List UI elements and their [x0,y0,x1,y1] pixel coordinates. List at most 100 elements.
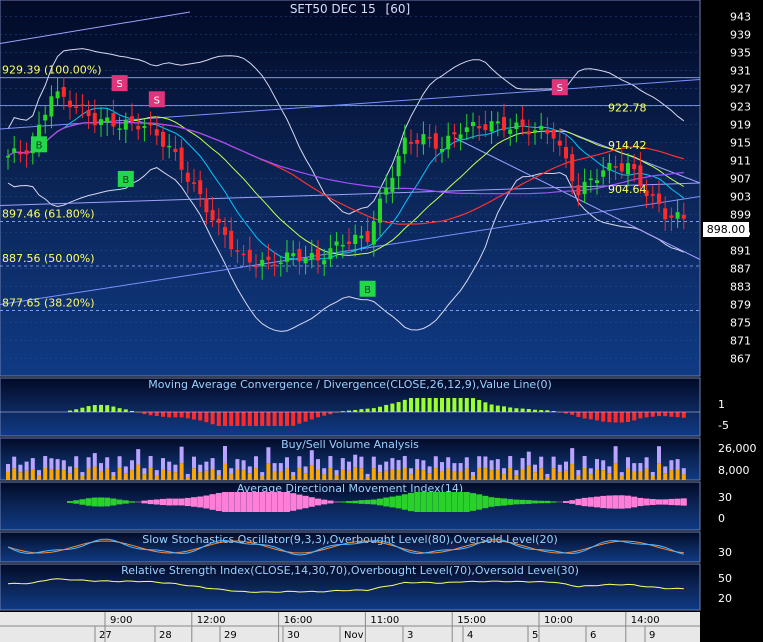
volume-bar-buy [173,464,178,473]
volume-bar-sell [86,468,91,480]
time-tick-label: 11:00 [370,615,399,626]
volume-bar-sell [235,469,240,480]
candle-body [483,124,488,131]
candle-body [582,181,587,195]
adx-band-pos [420,492,427,512]
volume-bar-sell [30,469,35,480]
date-tick-label: 5 [532,630,538,641]
candle-body [235,250,240,252]
volume-bar-sell [291,476,296,480]
candle-body [533,130,537,132]
adx-band-neg [625,495,631,509]
candle-body [173,148,178,153]
adx-band-neg [290,493,297,511]
volume-bar-sell [390,469,395,480]
candle-body [526,131,531,135]
volume-bar-buy [303,466,308,474]
adx-band-pos [98,497,104,507]
price-tick-label: 939 [730,29,751,42]
volume-bar-sell [241,470,246,480]
volume-bar-sell [440,471,444,480]
volume-bar-buy [316,459,320,470]
trendline-lower [0,196,701,305]
volume-bar-sell [136,464,141,480]
volume-bar-buy [68,466,72,474]
candle-body [198,180,203,195]
candle-body [247,249,252,263]
volume-bar-sell [167,470,172,480]
volume-bar-sell [328,468,333,480]
candle-body [396,155,401,177]
candle-body [595,180,599,183]
volume-bar-buy [241,460,246,471]
adx-band-pos [463,492,470,512]
price-tick-label: 899 [730,209,751,222]
volume-bar-sell [272,471,277,480]
signal-letter: S [116,79,122,90]
volume-bar-sell [247,473,252,480]
time-tick-label: 15:00 [457,615,486,626]
volume-bar-sell [675,469,680,480]
volume-bar-buy [154,470,159,476]
volume-bar-sell [353,467,358,480]
candle-body [266,256,271,260]
adx-band-pos [538,500,545,504]
volume-bar-buy [378,464,382,473]
price-tick-label: 935 [730,47,751,60]
volume-bar-buy [365,473,370,477]
volume-bar-buy [30,458,35,470]
price-annotation: 922.78 [608,101,647,114]
adx-band-pos [507,499,514,505]
date-tick-label: 30 [287,630,300,641]
price-tick-label: 919 [730,119,751,132]
date-tick-label: 4 [467,630,473,641]
volume-bar-sell [427,473,432,480]
volume-bar-sell [545,476,550,480]
time-tick-label: 16:00 [284,615,313,626]
volume-bar-buy [12,456,17,469]
volume-bar-sell [74,468,79,480]
volume-bar-buy [657,446,661,464]
volume-bar-sell [421,470,426,480]
volume-bar-buy [539,456,544,469]
volume-bar-buy [458,463,463,472]
adx-band-pos [358,500,365,504]
adx-band-pos [389,496,396,508]
volume-bar-sell [130,470,134,480]
candle-body [285,252,289,262]
candle-body [117,128,122,130]
volume-bar-sell [334,475,339,480]
volume-bar-buy [483,456,488,469]
volume-bar-buy [86,457,91,469]
stoch-title: Slow Stochastics Oscillator(9,3,3),Overb… [142,533,558,546]
adx-band-neg [581,497,588,507]
candle-body [148,123,153,126]
volume-bar-buy [502,468,506,475]
panel-bg [0,0,700,376]
adx-band-neg [563,501,569,503]
volume-bar-sell [266,463,271,480]
adx-band-pos [383,497,390,507]
candle-body [204,198,209,213]
candle-body [167,145,172,148]
volume-bar-buy [291,472,296,477]
adx-title: Average Directional Movement Index(14) [237,482,463,495]
volume-tick-label: 26,000 [718,442,757,455]
volume-bar-buy [495,459,500,470]
adx-band-neg [631,496,638,508]
volume-bar-buy [632,463,637,472]
volume-bar-sell [303,473,308,480]
volume-bar-buy [557,464,562,473]
candle-body [576,185,581,196]
signal-letter: B [122,175,129,186]
volume-bar-sell [396,470,401,480]
adx-band-pos [451,492,458,512]
price-annotation: 904.64 [608,183,647,196]
volume-bar-sell [657,463,661,480]
candle-body [99,119,103,125]
candle-body [446,135,451,150]
trendline-down [454,137,701,260]
volume-bar-buy [464,457,469,469]
adx-band-neg [284,492,290,512]
volume-bar-sell [644,468,649,480]
